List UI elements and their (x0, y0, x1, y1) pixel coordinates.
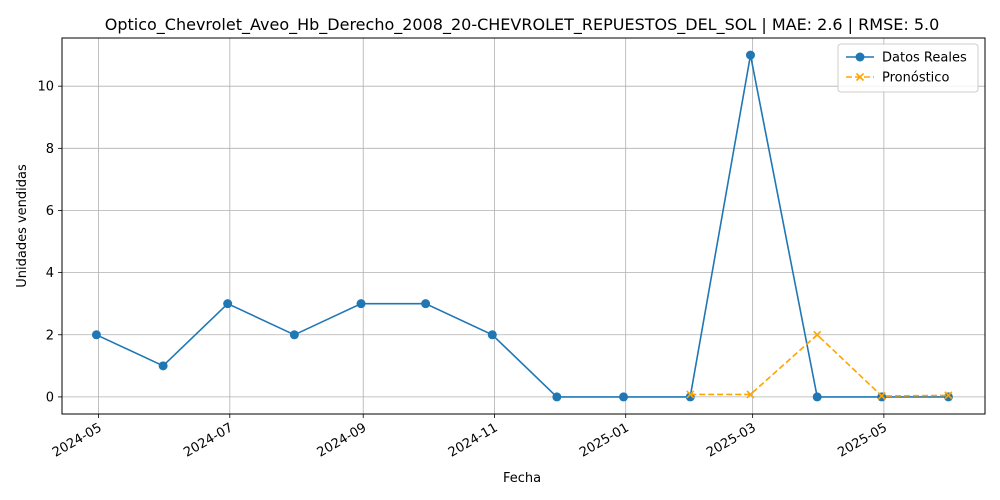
legend-label: Pronóstico (882, 71, 949, 86)
x-tick-label: 2024-09 (315, 420, 370, 460)
forecast-point-stroke (813, 330, 822, 339)
y-tick-label: 2 (46, 328, 54, 343)
data-point (158, 361, 168, 371)
series-line-2 (690, 333, 949, 397)
data-point (487, 330, 497, 340)
forecast-point-stroke (746, 390, 755, 399)
series-line-1 (96, 54, 949, 398)
forecast-point-stroke (944, 391, 953, 400)
x-axis-label: Fecha (503, 471, 541, 486)
forecast-point (877, 391, 886, 401)
y-tick-label: 6 (46, 204, 54, 219)
x-tick-label: 2024-07 (181, 420, 236, 460)
data-point (356, 299, 366, 309)
y-tick-label: 0 (46, 390, 54, 405)
data-point (745, 50, 755, 60)
y-tick-label: 8 (46, 142, 54, 157)
y-tick-label: 10 (37, 80, 54, 95)
legend-label: Datos Reales (882, 51, 967, 66)
x-tick-label: 2024-11 (446, 420, 501, 460)
legend-marker (855, 72, 865, 82)
forecast-point (944, 391, 953, 400)
forecast-point-stroke (686, 390, 695, 399)
legend-marker (855, 52, 865, 62)
x-tick-label: 2025-03 (704, 420, 759, 460)
forecast-point (746, 390, 755, 399)
data-point (943, 392, 953, 402)
x-axis: 2024-05 2024-07 2024-09 2024-11 2025-01 2025-… (50, 414, 890, 461)
forecast-point (686, 390, 695, 399)
data-point (91, 330, 101, 340)
data-point (619, 392, 629, 402)
data-point (421, 299, 431, 309)
y-tick-label: 4 (46, 266, 54, 281)
y-axis-label: Unidades vendidas (15, 164, 30, 288)
data-point (552, 392, 562, 402)
x-tick-label: 2024-05 (50, 420, 105, 460)
x-tick-label: 2025-05 (835, 420, 890, 460)
legend: Datos Reales Pronóstico (837, 43, 979, 93)
legend-box (837, 43, 979, 93)
data-point (812, 392, 822, 402)
y-axis: 0 2 4 6 8 10 (37, 80, 62, 405)
data-point (289, 330, 299, 340)
grid-lines (62, 38, 985, 414)
chart-title: Optico_Chevrolet_Aveo_Hb_Derecho_2008_20… (105, 15, 940, 35)
data-point (223, 299, 233, 309)
forecast-point (813, 330, 822, 339)
series-layer (91, 50, 953, 402)
forecast-point-stroke (877, 391, 886, 401)
plot-frame (61, 37, 986, 415)
x-tick-label: 2025-01 (577, 420, 632, 460)
